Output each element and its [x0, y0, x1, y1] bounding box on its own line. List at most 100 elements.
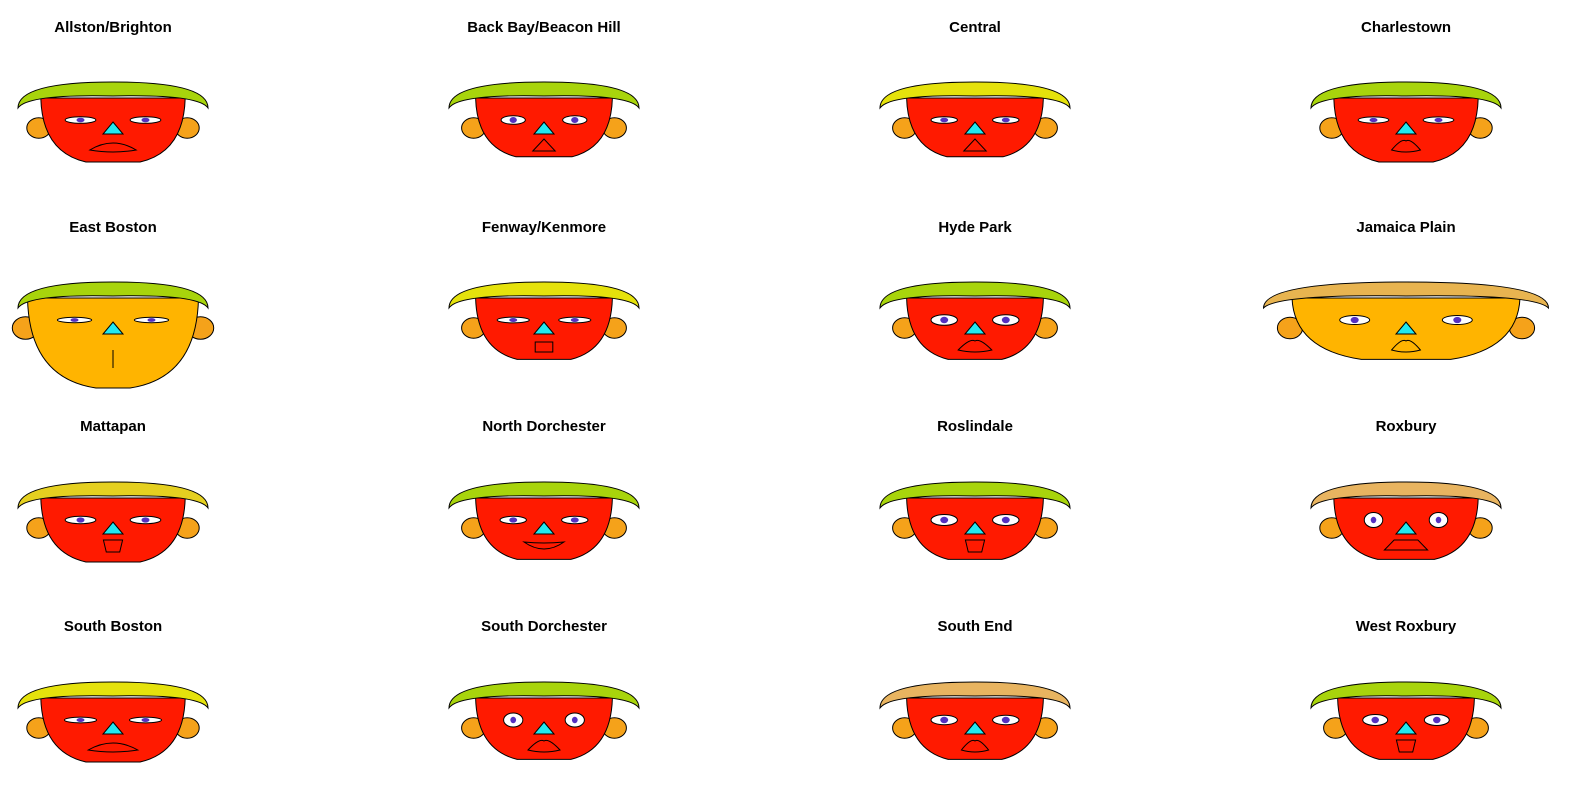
hair-shape: [448, 81, 640, 110]
nose: [532, 721, 556, 735]
face-glyph: North Dorchester: [448, 418, 640, 560]
iris-right: [570, 517, 579, 523]
face-glyph: Roslindale: [879, 418, 1071, 560]
iris-left: [940, 117, 949, 123]
hair-shape: [879, 481, 1071, 510]
nose: [532, 121, 556, 135]
iris-left: [76, 517, 85, 523]
mouth: [86, 742, 140, 753]
face-title: Central: [949, 19, 1001, 36]
hair-shape: [448, 481, 640, 510]
face-glyph: South Dorchester: [448, 618, 640, 760]
mouth: [522, 541, 566, 550]
hair-shape: [879, 81, 1071, 110]
face-title: South End: [938, 618, 1013, 635]
face-title: North Dorchester: [482, 418, 606, 435]
face-glyph: East Boston: [11, 219, 215, 389]
face-title: Hyde Park: [938, 219, 1012, 236]
face-glyph: South Boston: [17, 618, 209, 763]
face-title: Allston/Brighton: [54, 19, 171, 36]
hair-shape: [448, 281, 640, 310]
iris-right: [141, 517, 150, 523]
mouth: [1395, 739, 1417, 753]
face-title: Back Bay/Beacon Hill: [467, 19, 620, 36]
hair-shape: [1310, 681, 1502, 710]
iris-right: [571, 716, 578, 724]
iris-right: [1435, 516, 1442, 524]
iris-right: [1001, 316, 1010, 324]
nose: [532, 521, 556, 535]
iris-left: [509, 517, 518, 523]
iris-left: [940, 316, 949, 324]
face-title: Charlestown: [1361, 19, 1451, 36]
hair-shape: [17, 481, 209, 510]
face-title: South Dorchester: [481, 618, 607, 635]
iris-left: [1371, 716, 1379, 724]
nose: [1394, 721, 1418, 735]
mouth: [1383, 539, 1429, 551]
face-title: West Roxbury: [1356, 618, 1457, 635]
face-glyph: Back Bay/Beacon Hill: [448, 19, 640, 158]
mouth: [531, 138, 557, 152]
mouth: [527, 739, 561, 753]
mouth: [1390, 339, 1422, 353]
iris-left: [76, 717, 85, 723]
iris-right: [1453, 316, 1462, 324]
iris-right: [147, 318, 156, 322]
hair-shape: [1310, 81, 1502, 110]
iris-left: [509, 317, 518, 323]
mouth: [960, 739, 990, 753]
face-glyph: Central: [879, 19, 1071, 158]
hair-shape: [17, 81, 209, 110]
mouth: [88, 142, 138, 153]
iris-right: [570, 317, 579, 323]
face-title: Roslindale: [937, 418, 1013, 435]
nose: [101, 521, 125, 535]
face-glyph: Hyde Park: [879, 219, 1071, 360]
iris-right: [141, 717, 150, 723]
face-glyph: Allston/Brighton: [17, 19, 209, 163]
iris-left: [1370, 516, 1377, 524]
mouth: [102, 539, 124, 553]
hair-shape: [879, 281, 1071, 310]
nose: [1394, 321, 1418, 335]
iris-right: [141, 117, 150, 123]
iris-left: [76, 117, 85, 123]
mouth: [962, 138, 988, 152]
iris-right: [1001, 117, 1010, 123]
face-title: Fenway/Kenmore: [482, 219, 606, 236]
face-shape: [26, 297, 200, 389]
iris-left: [1369, 117, 1378, 123]
hair-shape: [17, 681, 209, 710]
mouth: [1390, 139, 1422, 153]
nose: [101, 121, 125, 135]
face-glyph: Fenway/Kenmore: [448, 219, 640, 360]
face-glyph: Mattapan: [17, 418, 209, 563]
mouth: [964, 539, 986, 553]
face-title: South Boston: [64, 618, 162, 635]
face-title: East Boston: [69, 219, 157, 236]
nose: [1394, 521, 1418, 535]
iris-left: [510, 716, 517, 724]
face-glyph: Charlestown: [1310, 19, 1502, 163]
iris-left: [940, 716, 949, 724]
face-glyph: South End: [879, 618, 1071, 760]
iris-right: [571, 116, 579, 124]
hair-shape: [1310, 481, 1502, 510]
face-title: Jamaica Plain: [1356, 219, 1455, 236]
iris-left: [940, 516, 949, 524]
face-glyph: West Roxbury: [1310, 618, 1502, 760]
iris-left: [509, 116, 517, 124]
nose: [101, 321, 125, 335]
iris-right: [1001, 716, 1010, 724]
nose: [1394, 121, 1418, 135]
mouth: [957, 339, 993, 353]
nose: [532, 321, 556, 335]
nose: [963, 321, 987, 335]
nose: [963, 521, 987, 535]
nose: [963, 721, 987, 735]
face-glyph: Jamaica Plain: [1262, 219, 1550, 360]
iris-right: [1001, 516, 1010, 524]
face-glyph: Roxbury: [1310, 418, 1502, 560]
